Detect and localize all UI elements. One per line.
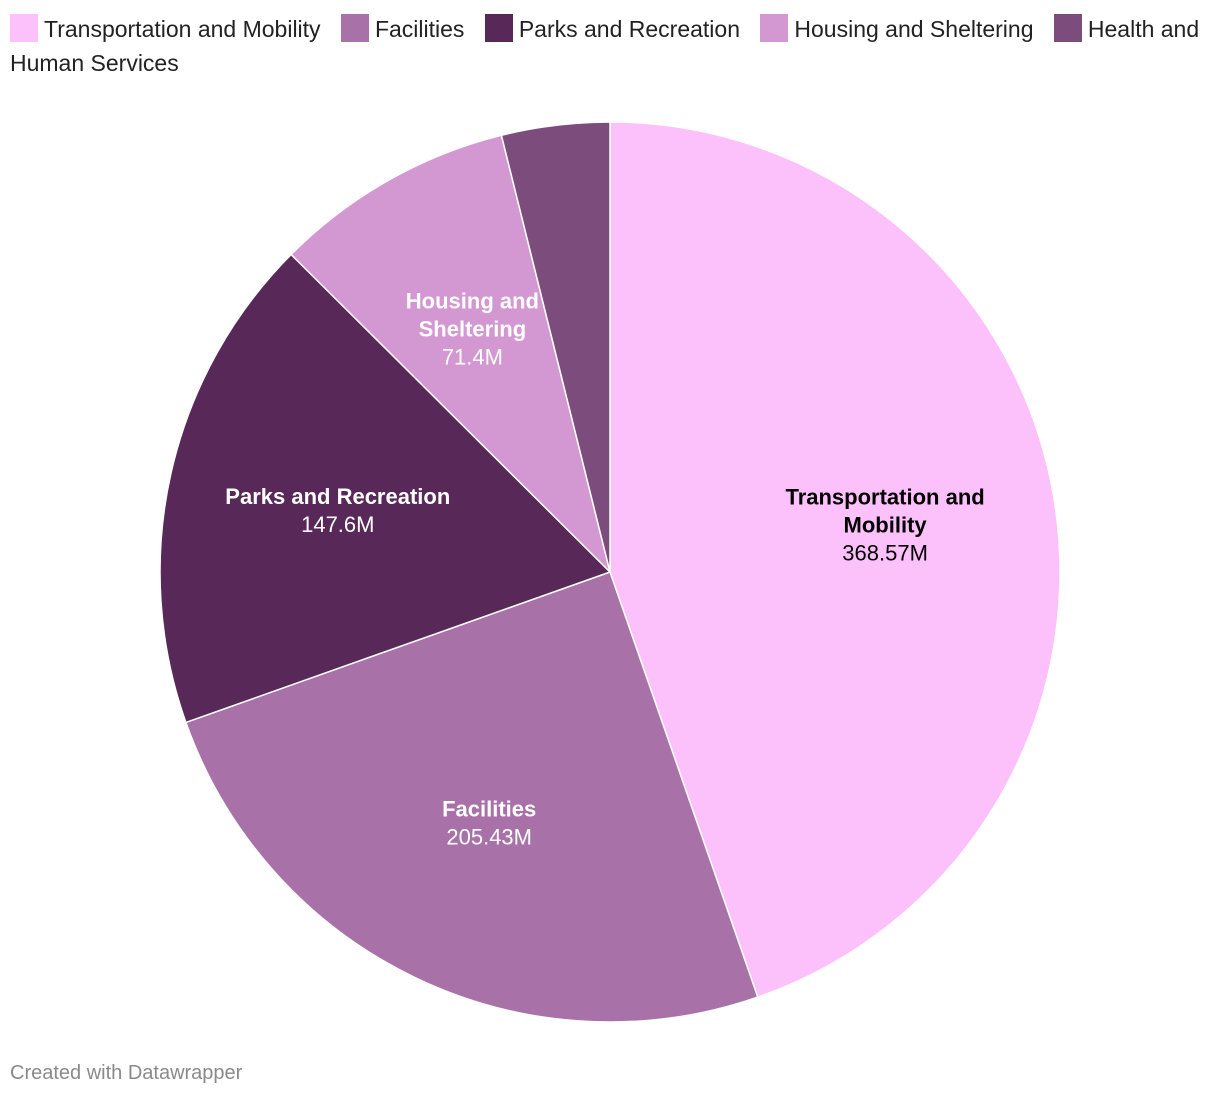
slice-label: Housing and Sheltering 71.4M — [406, 288, 539, 369]
legend-swatch — [484, 14, 513, 42]
legend-item: Health and Human Services — [10, 14, 1200, 76]
pie-slice — [290, 134, 612, 575]
legend-item: Facilities — [340, 14, 465, 42]
slice-label: Transportation and Mobility 368.57M — [785, 485, 984, 566]
slice-label-value: 71.4M — [442, 344, 503, 369]
slice-label-value: 368.57M — [842, 541, 928, 566]
slice-label-name: Mobility — [844, 513, 928, 538]
legend-item: Housing and Sheltering — [760, 14, 1034, 42]
legend-item: Transportation and Mobility — [10, 14, 321, 42]
slice-label-name: Parks and Recreation — [225, 484, 450, 509]
pie-slice — [609, 121, 1061, 999]
legend-label: Parks and Recreation — [518, 16, 740, 42]
chart-legend: Transportation and Mobility Facilities P… — [10, 12, 1210, 80]
legend-swatch — [340, 14, 369, 42]
slice-labels: Transportation and Mobility 368.57M Facilit… — [225, 288, 984, 849]
legend-label: Housing and Sheltering — [794, 16, 1034, 42]
legend-label: Health and Human Services — [10, 16, 1200, 76]
footer-credit: Created with Datawrapper — [10, 1062, 243, 1084]
slice-label-name: Transportation and — [785, 485, 984, 510]
slice-label-value: 147.6M — [301, 512, 374, 537]
slice-label: Facilities 205.43M — [442, 797, 536, 850]
pie-slice — [159, 253, 612, 724]
slice-label-value: 205.43M — [446, 825, 532, 850]
legend-swatch — [1053, 14, 1082, 42]
slice-label-name: Facilities — [442, 797, 536, 822]
legend-label: Transportation and Mobility — [44, 16, 321, 42]
slice-label-name: Housing and — [406, 288, 539, 313]
legend-swatch — [760, 14, 789, 42]
legend-label: Facilities — [374, 16, 465, 42]
legend-swatch — [10, 14, 38, 42]
pie-slices — [159, 121, 1061, 1023]
pie-slice — [184, 571, 759, 1023]
slice-label-name: Sheltering — [419, 316, 527, 341]
slice-label: Parks and Recreation 147.6M — [225, 484, 450, 537]
pie-slice — [500, 121, 611, 573]
legend-item: Parks and Recreation — [484, 14, 740, 42]
